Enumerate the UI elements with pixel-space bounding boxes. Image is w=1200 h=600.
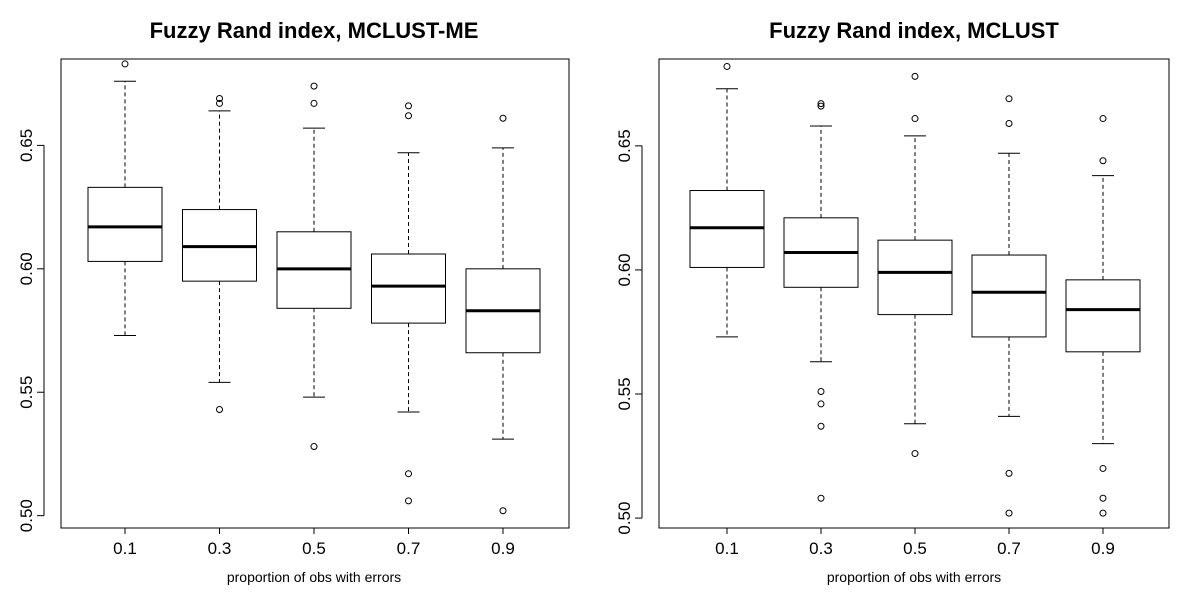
- boxplot-chart-mclust-me: Fuzzy Rand index, MCLUST-ME proportion o…: [17, 18, 570, 585]
- y-tick-label: 0.55: [615, 377, 634, 410]
- box-0.7: [971, 95, 1047, 517]
- x-tick-label: 0.5: [302, 539, 326, 558]
- outlier-point: [817, 494, 825, 502]
- outlier-point: [817, 422, 825, 430]
- outlier-point: [817, 100, 825, 108]
- outlier-point: [405, 112, 412, 120]
- outlier-point: [405, 497, 412, 505]
- outlier-point: [1099, 157, 1107, 165]
- y-tick-label: 0.55: [17, 376, 36, 409]
- y-tick-label: 0.60: [615, 253, 634, 286]
- y-tick-label: 0.65: [615, 129, 634, 162]
- boxplot-panel-mclust-me: Fuzzy Rand index, MCLUST-ME proportion o…: [17, 18, 570, 585]
- outlier-point: [310, 99, 318, 107]
- outlier-point: [817, 388, 825, 396]
- chart-title: Fuzzy Rand index, MCLUST-ME: [150, 18, 479, 43]
- box-0.9: [1065, 115, 1141, 517]
- iqr-box: [877, 239, 953, 316]
- boxplot-chart-mclust: Fuzzy Rand index, MCLUST proportion of o…: [615, 18, 1170, 585]
- outlier-point: [121, 60, 129, 68]
- outlier-point: [817, 400, 825, 408]
- outlier-point: [216, 94, 223, 102]
- outlier-point: [499, 507, 507, 515]
- box-0.7: [371, 102, 446, 505]
- iqr-box: [371, 253, 446, 324]
- boxplot-panel-mclust: Fuzzy Rand index, MCLUST proportion of o…: [600, 0, 1200, 600]
- outlier-point: [1005, 95, 1013, 103]
- outlier-point: [1005, 120, 1013, 128]
- box-0.5: [276, 82, 352, 451]
- y-tick-label: 0.50: [17, 499, 36, 532]
- y-tick-label: 0.50: [615, 502, 634, 535]
- box-0.3: [182, 94, 257, 414]
- box-0.9: [465, 114, 541, 515]
- outlier-point: [1099, 115, 1107, 123]
- outlier-point: [1099, 464, 1107, 472]
- boxplot-marks: 0.50 0.55 0.60 0.65 0.1 0.3 0.5 0.7 0.9: [615, 62, 1141, 558]
- box-0.5: [877, 72, 953, 458]
- outlier-point: [1099, 494, 1107, 502]
- x-tick-label: 0.5: [903, 539, 927, 558]
- x-tick-label: 0.3: [208, 539, 232, 558]
- x-tick-label: 0.3: [809, 539, 833, 558]
- iqr-box: [87, 186, 163, 262]
- outlier-point: [817, 102, 825, 110]
- outlier-point: [723, 62, 731, 70]
- outlier-point: [499, 114, 507, 122]
- outlier-point: [405, 102, 412, 110]
- outlier-point: [911, 72, 919, 80]
- x-tick-label: 0.7: [397, 539, 421, 558]
- outlier-point: [216, 99, 223, 107]
- outlier-point: [405, 470, 412, 478]
- outlier-point: [310, 443, 318, 451]
- x-tick-label: 0.9: [491, 539, 515, 558]
- x-tick-label: 0.1: [113, 539, 137, 558]
- outlier-point: [310, 82, 318, 90]
- plot-frame: [658, 58, 1170, 529]
- box-0.3: [783, 100, 859, 502]
- chart-title: Fuzzy Rand index, MCLUST: [769, 18, 1059, 43]
- box-0.1: [87, 60, 163, 336]
- outlier-point: [1005, 469, 1013, 477]
- boxplot-marks: 0.50 0.55 0.60 0.65 0.1 0.3 0.5 0.7 0.9: [17, 60, 541, 558]
- iqr-box: [1065, 279, 1141, 353]
- outlier-point: [911, 115, 919, 123]
- outlier-point: [1099, 509, 1107, 517]
- plot-frame: [60, 58, 570, 529]
- y-tick-label: 0.65: [17, 129, 36, 162]
- x-tick-label: 0.7: [997, 539, 1021, 558]
- box-0.1: [689, 62, 765, 338]
- iqr-box: [971, 254, 1047, 338]
- y-tick-label: 0.60: [17, 252, 36, 285]
- outlier-point: [1005, 509, 1013, 517]
- outlier-point: [216, 406, 223, 414]
- outlier-point: [911, 450, 919, 458]
- x-axis-label: proportion of obs with errors: [827, 569, 1001, 585]
- x-axis-label: proportion of obs with errors: [227, 569, 401, 585]
- x-tick-label: 0.1: [715, 539, 739, 558]
- x-tick-label: 0.9: [1091, 539, 1115, 558]
